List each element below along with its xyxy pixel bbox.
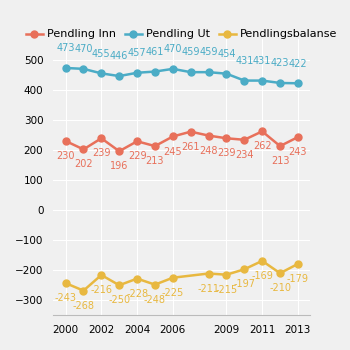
Pendlingsbalanse	[296, 262, 300, 266]
Text: -243: -243	[55, 293, 77, 303]
Text: 262: 262	[253, 141, 272, 152]
Text: 470: 470	[74, 44, 93, 54]
Pendlingsbalanse	[206, 271, 211, 275]
Pendlingsbalanse	[117, 283, 121, 287]
Text: 446: 446	[110, 51, 128, 61]
Pendling Ut	[224, 71, 229, 76]
Text: 213: 213	[271, 156, 289, 166]
Pendling Inn	[99, 136, 104, 140]
Pendlingsbalanse	[63, 281, 68, 285]
Text: 202: 202	[74, 160, 93, 169]
Text: -268: -268	[72, 301, 95, 311]
Pendling Inn	[63, 139, 68, 143]
Pendling Ut	[99, 71, 104, 76]
Text: 245: 245	[163, 147, 182, 156]
Text: 243: 243	[289, 147, 307, 157]
Pendling Inn	[278, 144, 282, 148]
Pendling Inn	[82, 147, 86, 152]
Pendling Inn	[117, 149, 121, 153]
Pendlingsbalanse	[135, 276, 139, 281]
Pendling Ut	[189, 70, 193, 74]
Text: -225: -225	[162, 288, 184, 298]
Text: -248: -248	[144, 295, 166, 305]
Text: 239: 239	[217, 148, 236, 158]
Pendling Inn	[153, 144, 157, 148]
Text: 459: 459	[199, 48, 218, 57]
Text: -210: -210	[269, 283, 291, 293]
Text: -216: -216	[90, 285, 112, 295]
Text: 234: 234	[235, 150, 253, 160]
Text: 248: 248	[199, 146, 218, 156]
Text: -179: -179	[287, 274, 309, 284]
Text: -215: -215	[215, 285, 238, 295]
Text: 457: 457	[128, 48, 146, 58]
Text: -197: -197	[233, 279, 255, 289]
Text: 455: 455	[92, 49, 111, 59]
Pendlingsbalanse	[99, 273, 104, 277]
Text: 431: 431	[253, 56, 271, 66]
Text: 213: 213	[146, 156, 164, 166]
Pendlingsbalanse	[260, 259, 264, 263]
Pendling Ut	[82, 67, 86, 71]
Pendling Inn	[242, 138, 246, 142]
Text: 422: 422	[289, 58, 307, 69]
Pendling Ut	[153, 69, 157, 73]
Text: 261: 261	[181, 142, 200, 152]
Text: 196: 196	[110, 161, 128, 171]
Text: 461: 461	[146, 47, 164, 57]
Text: -211: -211	[197, 284, 219, 294]
Text: -250: -250	[108, 295, 130, 305]
Text: 473: 473	[56, 43, 75, 53]
Pendlingsbalanse	[171, 275, 175, 280]
Pendling Ut	[135, 71, 139, 75]
Legend: Pendling Inn, Pendling Ut, Pendlingsbalanse: Pendling Inn, Pendling Ut, Pendlingsbala…	[22, 25, 342, 44]
Pendling Ut	[171, 67, 175, 71]
Text: 431: 431	[235, 56, 253, 66]
Line: Pendling Inn: Pendling Inn	[62, 128, 301, 155]
Text: -228: -228	[126, 289, 148, 299]
Pendling Inn	[296, 135, 300, 139]
Pendling Ut	[296, 81, 300, 85]
Pendling Ut	[242, 78, 246, 83]
Pendling Inn	[189, 130, 193, 134]
Line: Pendling Ut: Pendling Ut	[62, 64, 301, 87]
Text: 229: 229	[128, 151, 146, 161]
Text: 423: 423	[271, 58, 289, 68]
Text: 454: 454	[217, 49, 236, 59]
Pendlingsbalanse	[224, 273, 229, 277]
Pendling Ut	[260, 78, 264, 83]
Pendling Inn	[135, 139, 139, 144]
Text: -169: -169	[251, 271, 273, 281]
Pendling Inn	[224, 136, 229, 140]
Pendlingsbalanse	[242, 267, 246, 271]
Pendling Ut	[117, 74, 121, 78]
Text: 230: 230	[56, 151, 75, 161]
Pendlingsbalanse	[153, 282, 157, 287]
Pendling Inn	[206, 133, 211, 138]
Pendling Inn	[171, 134, 175, 139]
Pendling Ut	[278, 81, 282, 85]
Line: Pendlingsbalanse: Pendlingsbalanse	[62, 257, 301, 294]
Text: 459: 459	[181, 48, 200, 57]
Pendling Inn	[260, 129, 264, 133]
Pendlingsbalanse	[278, 271, 282, 275]
Pendlingsbalanse	[82, 288, 86, 293]
Pendling Ut	[63, 66, 68, 70]
Pendling Ut	[206, 70, 211, 74]
Text: 470: 470	[163, 44, 182, 54]
Text: 239: 239	[92, 148, 111, 158]
